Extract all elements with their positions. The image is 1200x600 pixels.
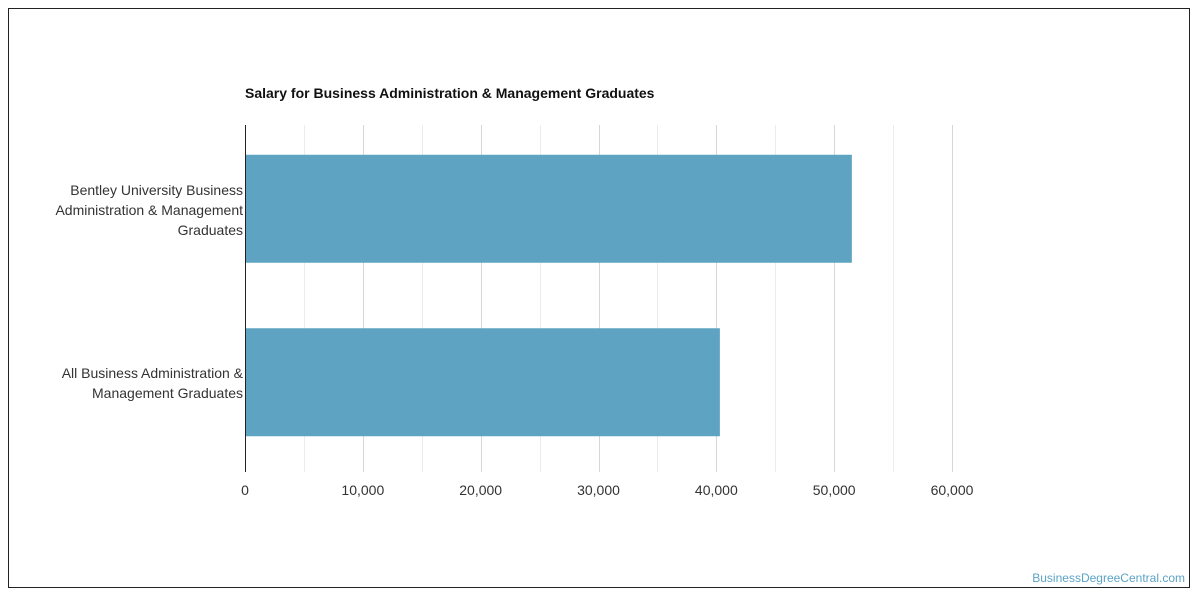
bars xyxy=(245,154,852,437)
x-tick-label: 50,000 xyxy=(813,482,856,498)
category-label-1: All Business Administration & Management… xyxy=(61,365,243,402)
x-tick-labels: 0 10,000 20,000 30,000 40,000 50,000 60,000 xyxy=(241,482,974,498)
x-tick-label: 40,000 xyxy=(695,482,738,498)
bar-1 xyxy=(245,328,720,437)
x-tick-label: 10,000 xyxy=(341,482,384,498)
category-label-0: Bentley University Business Administrati… xyxy=(55,181,243,238)
x-tick-label: 0 xyxy=(241,482,249,498)
watermark: BusinessDegreeCentral.com xyxy=(1032,571,1185,585)
x-tick-label: 20,000 xyxy=(459,482,502,498)
bar-0 xyxy=(245,154,852,263)
chart-title: Salary for Business Administration & Man… xyxy=(245,85,655,101)
x-tick-label: 60,000 xyxy=(931,482,974,498)
x-tick-label: 30,000 xyxy=(577,482,620,498)
